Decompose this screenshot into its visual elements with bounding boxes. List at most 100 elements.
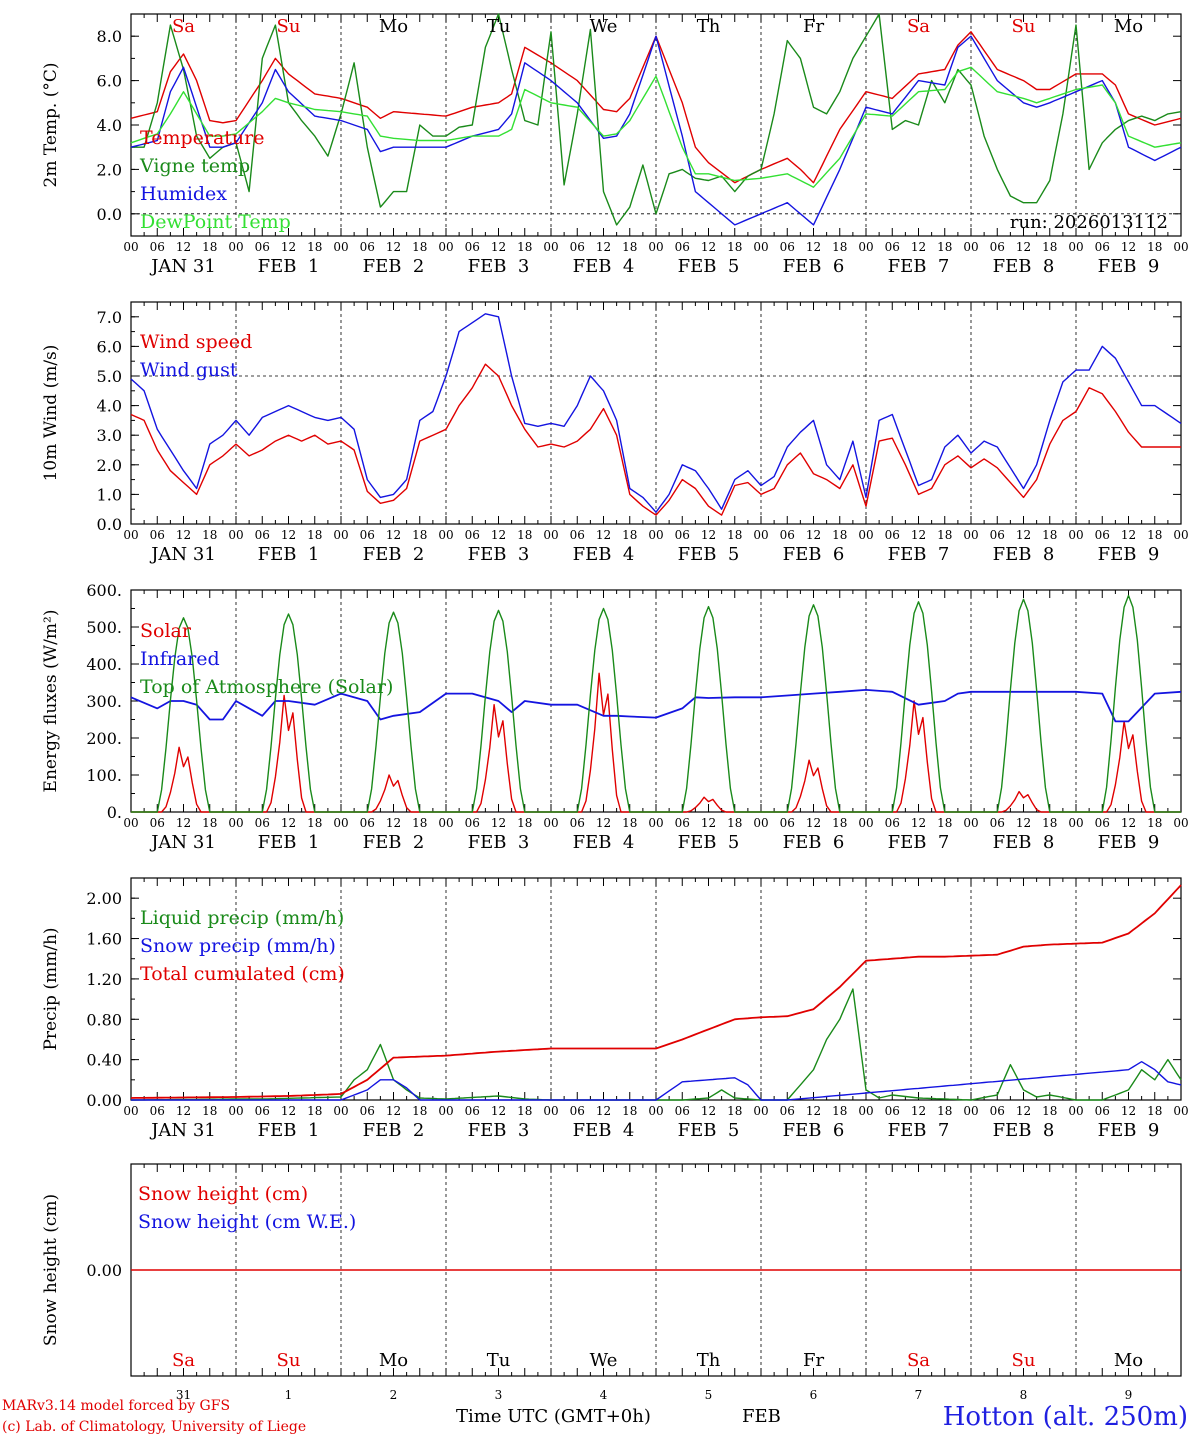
hour-tick-label: 18 [412, 528, 427, 542]
hour-tick-label: 12 [386, 240, 401, 254]
hour-tick-label: 18 [517, 816, 532, 830]
weekday-label-bottom: Sa [172, 1350, 195, 1371]
hour-tick-label: 18 [832, 816, 847, 830]
hour-tick-label: 00 [543, 240, 558, 254]
hour-tick-label: 06 [990, 240, 1005, 254]
hour-tick-label: 06 [780, 816, 795, 830]
hour-tick-label: 12 [911, 528, 926, 542]
hour-tick-label: 00 [228, 1104, 243, 1118]
hour-tick-label: 12 [281, 816, 296, 830]
hour-tick-label: 18 [937, 1104, 952, 1118]
y-tick-label: 8.0 [97, 27, 122, 46]
hour-tick-label: 12 [281, 528, 296, 542]
hour-tick-label: 06 [150, 528, 165, 542]
hour-tick-label: 00 [333, 816, 348, 830]
hour-tick-label: 00 [1068, 816, 1083, 830]
hour-tick-label: 06 [780, 1104, 795, 1118]
hour-tick-label: 12 [911, 816, 926, 830]
hour-tick-label: 12 [1121, 816, 1136, 830]
y-tick-label: 100. [86, 766, 122, 785]
hour-tick-label: 06 [1095, 528, 1110, 542]
hour-tick-label: 00 [1173, 1104, 1188, 1118]
hour-tick-label: 18 [727, 240, 742, 254]
date-label: FEB 6 [783, 544, 845, 565]
weekday-label: Tu [487, 16, 511, 37]
hour-tick-label: 00 [123, 240, 138, 254]
hour-tick-label: 12 [596, 816, 611, 830]
date-label: FEB 2 [363, 256, 425, 277]
hour-tick-label: 00 [228, 528, 243, 542]
date-label: FEB 9 [1098, 544, 1160, 565]
y-tick-label: 0.80 [86, 1010, 122, 1029]
hour-tick-label: 06 [885, 528, 900, 542]
hour-tick-label: 12 [176, 528, 191, 542]
hour-tick-label: 12 [596, 240, 611, 254]
hour-tick-label: 12 [806, 816, 821, 830]
y-tick-label: 3.0 [97, 426, 122, 445]
hour-tick-label: 00 [648, 1104, 663, 1118]
y-tick-label: 1.20 [86, 970, 122, 989]
hour-tick-label: 00 [123, 528, 138, 542]
hour-tick-label: 06 [255, 528, 270, 542]
hour-tick-label: 12 [491, 1104, 506, 1118]
weekday-label-bottom: We [590, 1350, 618, 1371]
y-axis-label: Energy fluxes (W/m²) [41, 610, 61, 793]
credit-lab: (c) Lab. of Climatology, University of L… [2, 1419, 307, 1435]
y-tick-label: 2.0 [97, 456, 122, 475]
hour-tick-label: 00 [963, 528, 978, 542]
y-tick-label: 400. [86, 655, 122, 674]
hour-tick-label: 00 [753, 240, 768, 254]
date-label: FEB 3 [468, 544, 530, 565]
y-tick-label: 0.40 [86, 1051, 122, 1070]
weekday-label-bottom: Tu [487, 1350, 511, 1371]
date-label: FEB 4 [573, 544, 635, 565]
weekday-label: Sa [172, 16, 195, 37]
y-tick-label: 2.0 [97, 160, 122, 179]
hour-tick-label: 00 [648, 816, 663, 830]
hour-tick-label: 12 [1121, 1104, 1136, 1118]
hour-tick-label: 00 [648, 528, 663, 542]
hour-tick-label: 18 [412, 240, 427, 254]
hour-tick-label: 00 [858, 528, 873, 542]
hour-tick-label: 06 [780, 240, 795, 254]
date-label: FEB 1 [258, 832, 320, 853]
hour-tick-label: 18 [727, 528, 742, 542]
hour-tick-label: 00 [438, 1104, 453, 1118]
y-tick-label: 2.00 [86, 889, 122, 908]
legend-vigne-temp: Vigne temp [139, 155, 250, 177]
y-tick-label: 6.0 [97, 337, 122, 356]
series-line-dewpoint-temp [130, 66, 1182, 188]
hour-tick-label: 12 [176, 1104, 191, 1118]
hour-tick-label: 12 [176, 816, 191, 830]
date-label: FEB 5 [678, 1120, 740, 1141]
hour-tick-label: 06 [360, 240, 375, 254]
hour-tick-label: 06 [780, 528, 795, 542]
hour-tick-label: 06 [570, 240, 585, 254]
hour-tick-label: 00 [1068, 528, 1083, 542]
y-tick-label: 5.0 [97, 367, 122, 386]
legend-snow-precip-mm-h-: Snow precip (mm/h) [140, 935, 336, 957]
x-axis-title: Time UTC (GMT+0h) [456, 1406, 651, 1427]
hour-tick-label: 12 [806, 528, 821, 542]
hour-tick-label: 00 [228, 240, 243, 254]
y-tick-label: 0. [107, 803, 122, 822]
hour-tick-label: 00 [963, 240, 978, 254]
hour-tick-label: 06 [1095, 1104, 1110, 1118]
y-tick-label: 4.0 [97, 397, 122, 416]
y-tick-label: 0.0 [97, 205, 122, 224]
hour-tick-label: 06 [360, 528, 375, 542]
date-label: FEB 1 [258, 1120, 320, 1141]
hour-tick-label: 00 [753, 1104, 768, 1118]
hour-tick-label: 06 [675, 528, 690, 542]
date-label: FEB 8 [993, 256, 1055, 277]
date-label: FEB 7 [888, 832, 950, 853]
hour-tick-label: 12 [491, 528, 506, 542]
legend-temperature: Temperature [140, 127, 264, 149]
y-tick-label: 6.0 [97, 72, 122, 91]
hour-tick-label: 00 [753, 528, 768, 542]
hour-tick-label: 18 [307, 1104, 322, 1118]
day-number: 5 [705, 1388, 713, 1402]
day-number: 9 [1125, 1388, 1133, 1402]
y-tick-label: 300. [86, 692, 122, 711]
